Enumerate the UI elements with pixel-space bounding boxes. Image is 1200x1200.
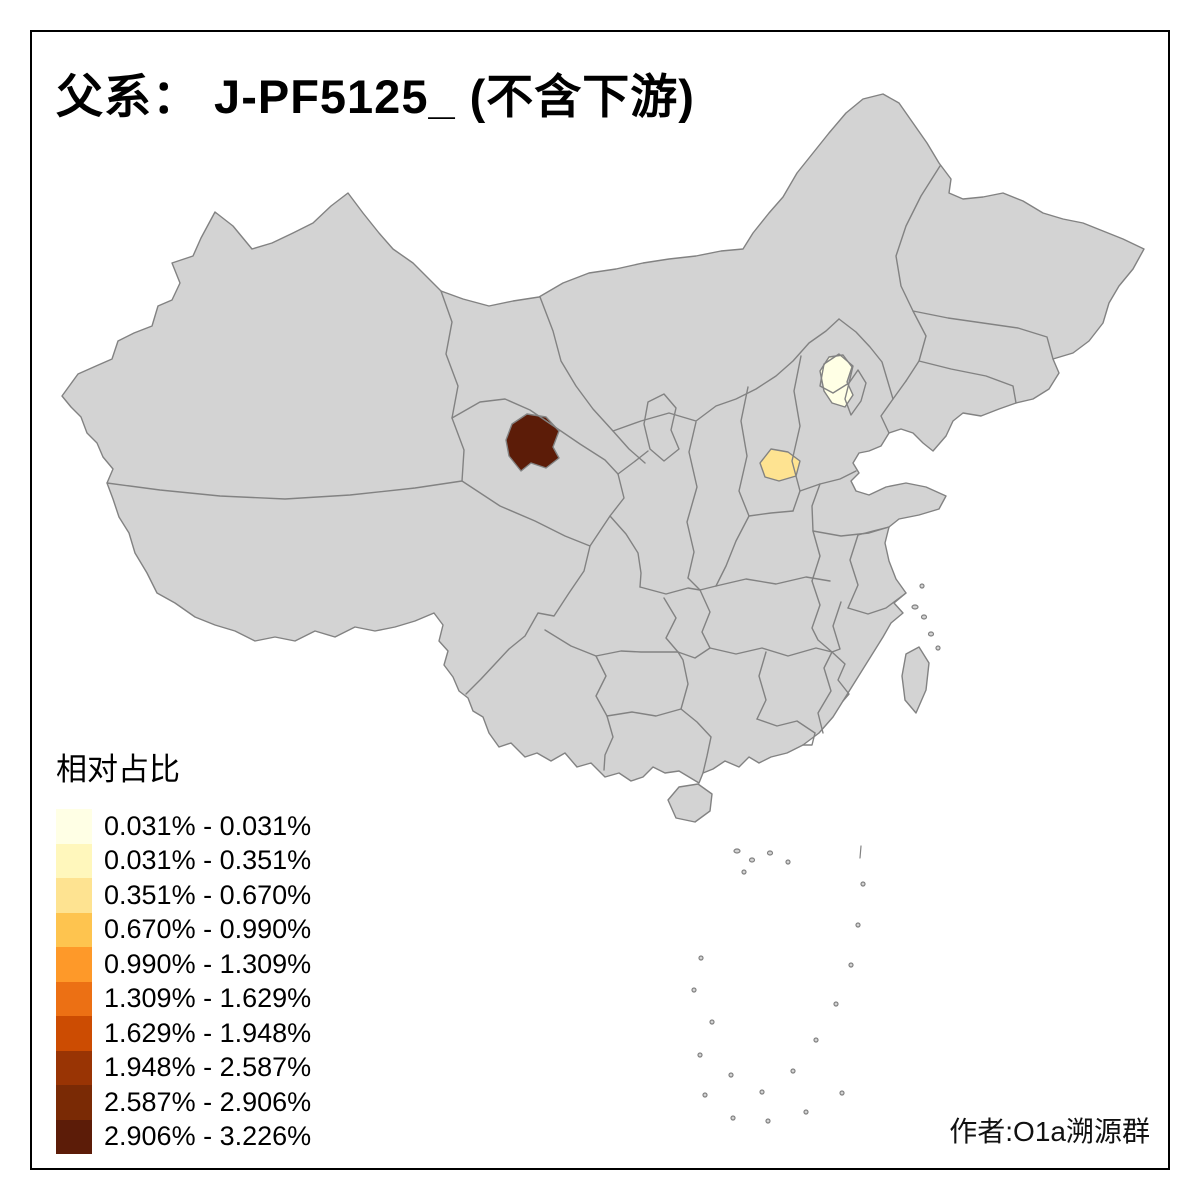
legend-swatch [56,878,92,913]
legend-label: 0.031% - 0.031% [104,810,312,841]
legend-swatch [56,912,92,947]
legend-entry: 0.031% - 0.031% [56,809,311,844]
legend-entry: 2.587% - 2.906% [56,1085,311,1120]
legend-swatch [56,1050,92,1085]
legend-label: 0.990% - 1.309% [104,948,312,979]
legend-entry: 0.670% - 0.990% [56,912,312,947]
legend-swatch [56,947,92,982]
legend-entry: 0.990% - 1.309% [56,947,311,982]
page-title: 父系： J-PF5125_ (不含下游) [56,70,695,123]
legend-label: 1.629% - 1.948% [104,1017,312,1048]
sea-islets [691,583,941,1124]
legend-entry: 0.351% - 0.670% [56,878,311,913]
legend-swatch [56,843,92,878]
attribution: 作者:O1a溯源群 [949,1116,1150,1147]
taiwan-island [901,646,930,714]
legend-label: 0.670% - 0.990% [104,914,312,945]
legend-swatch [56,1119,92,1154]
legend-swatch [56,1085,92,1120]
china-mainland [61,93,1145,784]
legend-label: 1.309% - 1.629% [104,983,312,1014]
region-qinghai-area [505,413,560,472]
legend-label: 0.351% - 0.670% [104,879,312,910]
legend-swatch [56,809,92,844]
legend-swatch [56,981,92,1016]
legend-title: 相对占比 [56,752,180,787]
hainan-island [667,783,713,823]
legend-label: 2.906% - 3.226% [104,1121,312,1152]
map-root [61,93,1145,1124]
legend-label: 0.031% - 0.351% [104,845,312,876]
legend-label: 2.587% - 2.906% [104,1086,312,1117]
legend-entry: 1.309% - 1.629% [56,981,312,1016]
province-borders [106,165,1054,774]
legend-entries: 0.031% - 0.031% 0.031% - 0.351% 0.351% - 0… [56,809,311,1154]
legend-entry: 0.031% - 0.351% [56,843,312,878]
legend-entry: 2.906% - 3.226% [56,1119,312,1154]
legend-entry: 1.629% - 1.948% [56,1016,311,1051]
region-shanxi-henan-area [759,448,801,482]
legend: 相对占比 0.031% - 0.031% 0.031% - 0.351% 0.351… [56,744,311,1154]
legend-label: 1.948% - 2.587% [104,1052,312,1083]
legend-swatch [56,1016,92,1051]
plot-border [30,30,1170,1170]
legend-entry: 1.948% - 2.587% [56,1050,312,1085]
